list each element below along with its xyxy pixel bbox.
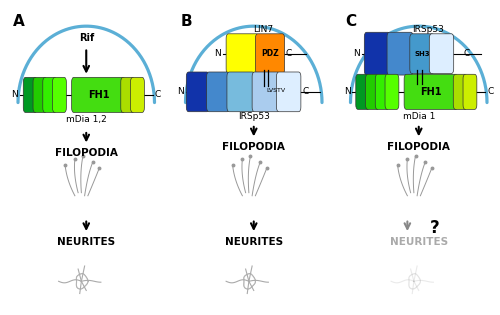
Text: mDia 1,2: mDia 1,2	[66, 115, 106, 124]
Text: NEURITES: NEURITES	[390, 237, 448, 247]
FancyBboxPatch shape	[385, 74, 399, 109]
Text: A: A	[13, 14, 25, 29]
Text: LVSTV: LVSTV	[266, 88, 285, 93]
FancyBboxPatch shape	[24, 77, 37, 112]
FancyBboxPatch shape	[256, 34, 284, 73]
FancyBboxPatch shape	[404, 74, 458, 109]
FancyBboxPatch shape	[410, 34, 434, 73]
Text: mDia 1: mDia 1	[402, 112, 435, 121]
Text: FH1: FH1	[420, 87, 442, 97]
Text: N: N	[344, 87, 350, 96]
FancyBboxPatch shape	[121, 77, 134, 112]
Text: FILOPODIA: FILOPODIA	[55, 148, 118, 158]
Text: NEURITES: NEURITES	[224, 237, 283, 247]
FancyBboxPatch shape	[376, 74, 389, 109]
Polygon shape	[409, 274, 420, 289]
Text: C: C	[487, 87, 493, 96]
Polygon shape	[76, 274, 88, 289]
FancyBboxPatch shape	[186, 72, 209, 112]
FancyBboxPatch shape	[227, 72, 254, 112]
Text: IRSp53: IRSp53	[412, 25, 444, 34]
Text: FH1: FH1	[88, 90, 109, 100]
FancyBboxPatch shape	[72, 77, 125, 112]
FancyBboxPatch shape	[364, 32, 390, 75]
Text: PDZ: PDZ	[261, 49, 279, 58]
Text: IRSp53: IRSp53	[238, 112, 270, 121]
FancyBboxPatch shape	[206, 72, 230, 112]
Text: C: C	[154, 90, 161, 100]
Text: N: N	[214, 49, 221, 58]
Text: Rif: Rif	[78, 33, 94, 43]
Text: SH3: SH3	[414, 51, 430, 57]
Text: C: C	[346, 14, 357, 29]
Text: FILOPODIA: FILOPODIA	[388, 142, 450, 152]
FancyBboxPatch shape	[276, 72, 301, 112]
Text: FILOPODIA: FILOPODIA	[222, 142, 285, 152]
FancyBboxPatch shape	[226, 34, 258, 73]
Text: LIN7: LIN7	[254, 25, 274, 34]
FancyBboxPatch shape	[130, 77, 144, 112]
FancyBboxPatch shape	[252, 72, 280, 112]
FancyBboxPatch shape	[430, 34, 454, 73]
FancyBboxPatch shape	[52, 77, 66, 112]
FancyBboxPatch shape	[33, 77, 47, 112]
Text: ?: ?	[430, 219, 440, 237]
Text: N: N	[11, 90, 18, 100]
FancyBboxPatch shape	[454, 74, 467, 109]
FancyBboxPatch shape	[356, 74, 370, 109]
Text: N: N	[354, 49, 360, 58]
Text: N: N	[177, 87, 184, 96]
Polygon shape	[244, 274, 256, 289]
Text: C: C	[286, 49, 292, 58]
FancyBboxPatch shape	[387, 32, 413, 75]
Text: NEURITES: NEURITES	[57, 237, 116, 247]
FancyBboxPatch shape	[366, 74, 380, 109]
Text: C: C	[464, 49, 469, 58]
FancyBboxPatch shape	[463, 74, 477, 109]
Text: C: C	[302, 87, 309, 96]
Text: B: B	[180, 14, 192, 29]
FancyBboxPatch shape	[43, 77, 57, 112]
